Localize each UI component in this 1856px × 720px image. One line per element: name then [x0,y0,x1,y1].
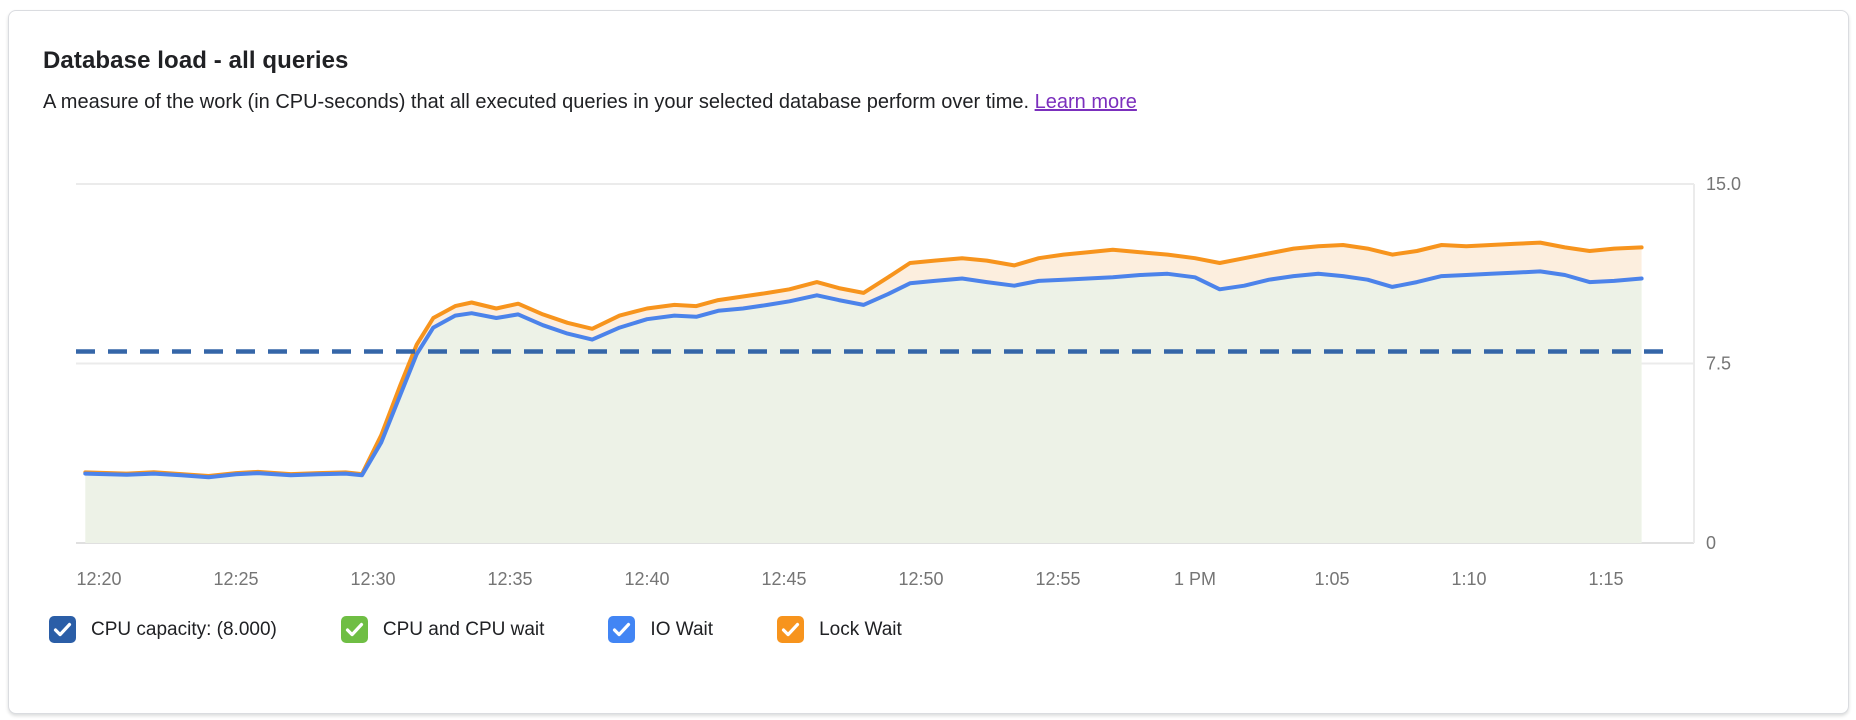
legend-label: CPU and CPU wait [382,618,545,640]
x-tick-label: 1 PM [1174,569,1216,589]
load-chart-svg[interactable]: 15.0 7.5 0 12:20 12:25 12:30 12:35 12:40 12:45 12… [9,128,1847,598]
checkmark-icon [781,622,800,637]
y-tick-label: 0 [1706,533,1716,553]
x-tick-label: 12:30 [350,569,395,589]
x-tick-label: 12:20 [76,569,121,589]
legend-label: IO Wait [650,618,714,640]
card-subtitle: A measure of the work (in CPU-seconds) t… [43,91,1848,114]
database-load-card: Database load - all queries A measure of… [8,10,1849,714]
legend-item-cpu-and-cpu-wait[interactable]: CPU and CPU wait [340,616,545,643]
database-load-chart[interactable]: 15.0 7.5 0 12:20 12:25 12:30 12:35 12:40 12:45 12… [9,128,1847,598]
checkmark-icon [613,622,631,637]
x-tick-label: 12:35 [487,569,532,589]
x-tick-label: 12:45 [761,569,806,589]
cpu-wait-area [85,271,1642,543]
lock-wait-area [85,242,1642,478]
x-tick-label: 12:55 [1035,569,1080,589]
page-title: Database load - all queries [43,47,349,74]
legend-checkbox-icon[interactable] [340,616,368,643]
x-tick-label: 1:10 [1451,569,1486,589]
legend-item-lock-wait[interactable]: Lock Wait [777,616,902,643]
lock-wait-line [83,240,1644,478]
x-tick-label: 12:25 [213,569,258,589]
checkmark-icon [53,622,72,637]
legend-checkbox-icon[interactable] [777,616,805,643]
legend-label: CPU capacity: (8.000) [91,618,277,640]
x-tick-label: 12:40 [624,569,669,589]
legend-label: Lock Wait [819,618,902,640]
x-tick-label: 12:50 [898,569,943,589]
learn-more-link[interactable]: Learn more [1034,91,1137,113]
checkmark-icon [345,622,363,637]
chart-legend: CPU capacity: (8.000) CPU and CPU wait IO … [9,616,1848,643]
io-wait-line [83,269,1644,480]
legend-item-cpu-capacity-8-000[interactable]: CPU capacity: (8.000) [49,616,277,643]
legend-item-io-wait[interactable]: IO Wait [608,616,713,643]
subtitle-text: A measure of the work (in CPU-seconds) t… [43,91,1030,113]
x-tick-label: 1:05 [1314,569,1349,589]
legend-checkbox-icon[interactable] [608,616,636,643]
y-tick-label: 15.0 [1706,174,1741,194]
legend-checkbox-icon[interactable] [49,616,76,643]
y-tick-label: 7.5 [1706,354,1731,374]
x-tick-label: 1:15 [1588,569,1623,589]
